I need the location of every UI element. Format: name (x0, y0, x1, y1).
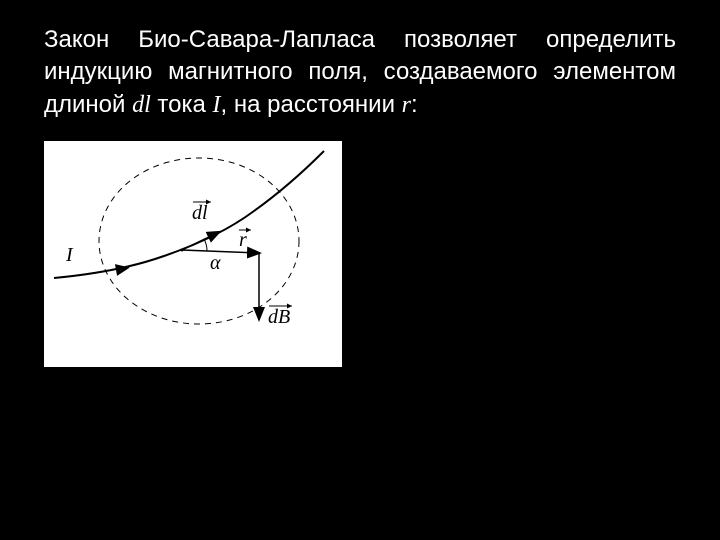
dl-origin-dot (181, 249, 184, 252)
dl-vector (182, 232, 219, 250)
label-dl-overline-arrow (206, 200, 211, 205)
text-part-6: : (411, 91, 418, 118)
text-part-5: r (402, 92, 411, 118)
biot-savart-figure: I dl r α dB (44, 141, 342, 367)
text-part-3: I (213, 92, 221, 118)
current-wire (54, 151, 324, 278)
label-r-overline-arrow (246, 228, 251, 233)
description-paragraph: Закон Био-Савара-Лапласа позволяет опред… (44, 24, 676, 121)
label-dl: dl (192, 202, 208, 224)
alpha-arc (204, 239, 207, 251)
label-dB: dB (268, 306, 290, 328)
text-part-1: dl (132, 92, 151, 118)
text-part-4: , на расстоянии (221, 91, 402, 118)
current-arrow-icon (115, 262, 131, 276)
text-part-2: тока (151, 91, 213, 118)
figure-svg: I dl r α dB (44, 141, 342, 367)
label-alpha: α (210, 252, 221, 274)
r-vector (182, 250, 259, 253)
label-r: r (239, 229, 247, 251)
label-I: I (65, 244, 74, 266)
